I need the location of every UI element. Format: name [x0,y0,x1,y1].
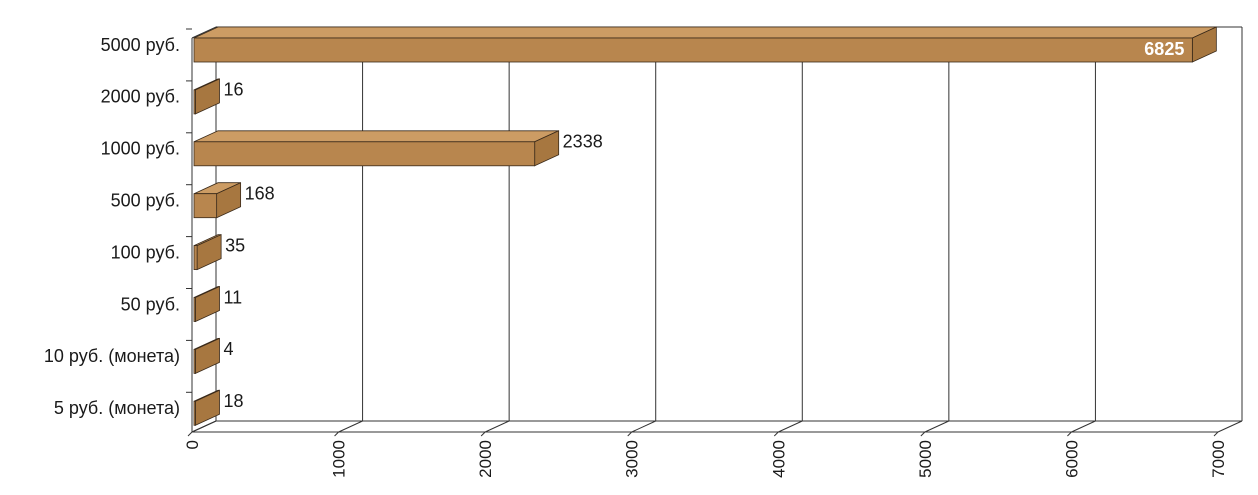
y-tick-label: 10 руб. (монета) [44,346,180,366]
bar [193,26,1217,63]
bar-side-face [196,233,222,271]
x-floor-line [924,420,950,433]
x-tick-mark [480,431,486,437]
x-tick-label: 4000 [769,440,788,478]
bar [193,389,220,426]
bar [193,285,220,323]
bar [193,78,220,115]
x-tick-label: 3000 [623,440,642,478]
bar-front-face [193,89,196,115]
data-label: 18 [224,391,244,411]
x-floor-line [484,420,510,433]
data-label: 4 [224,339,234,359]
x-tick-mark [1067,431,1072,437]
x-floor-line [1217,420,1243,433]
bar-front-face [193,37,1193,63]
data-label: 35 [225,235,245,255]
bar-front-face [193,400,196,426]
y-tick-label: 100 руб. [111,242,180,262]
x-tick-mark [920,431,926,437]
x-tick-mark [187,431,193,437]
x-tick-label: 6000 [1062,440,1081,478]
x-tick-label: 1000 [330,440,349,478]
y-tick-label: 1000 руб. [101,139,180,159]
data-label: 11 [224,287,243,307]
bar-front-face [193,245,198,271]
data-label: 168 [245,183,275,203]
x-tick-label: 7000 [1209,440,1228,478]
data-label: 16 [224,80,244,100]
x-tick-label: 0 [183,440,202,449]
bar-front-face [193,193,218,219]
bars-layer [193,26,1217,426]
grid-layer [186,26,1243,437]
x-floor-line [1071,420,1096,433]
bar [193,337,220,375]
y-tick-label: 2000 руб. [101,87,180,107]
bar [193,233,222,271]
x-tick-mark [1213,431,1219,437]
x-tick-label: 2000 [476,440,495,478]
x-floor-line [631,420,656,433]
data-label: 2338 [563,132,603,152]
x-floor-line [191,420,217,433]
y-tick-label: 5 руб. (монета) [54,398,180,418]
y-tick-label: 500 руб. [111,190,180,210]
x-floor-line [338,420,363,433]
x-floor-line [778,420,803,433]
labels-layer: 0 1000 2000 3000 4000 5000 6000 7000 5000 руб. 68… [44,35,1228,478]
x-tick-mark [627,431,633,437]
x-tick-mark [334,431,339,437]
x-tick-mark [773,431,779,437]
y-tick-label: 5000 руб. [101,35,180,55]
bar-front-face [193,141,536,167]
bar-top-face [193,26,1217,39]
bar [193,182,242,219]
bar-top-face [193,130,559,143]
bar-front-face [193,297,196,322]
bar-front-face [193,348,196,374]
data-label: 6825 [1144,39,1184,59]
bar [193,130,560,167]
x-tick-label: 5000 [916,440,935,478]
y-tick-label: 50 руб. [121,294,180,314]
